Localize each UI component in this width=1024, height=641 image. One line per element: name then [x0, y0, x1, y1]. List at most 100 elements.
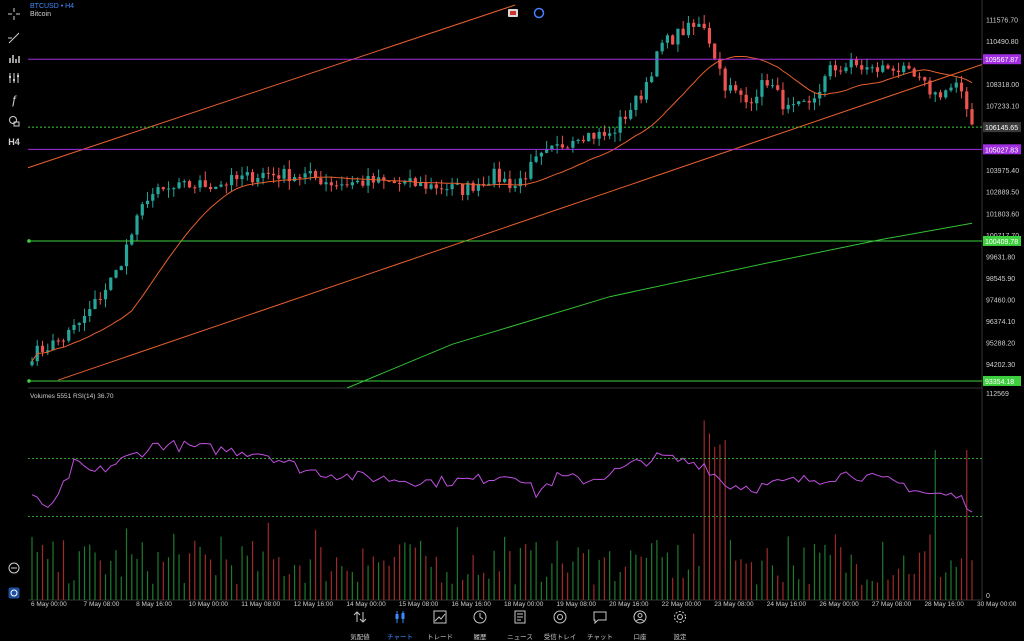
nav-label: 気配値 [350, 634, 370, 641]
nav-item-news[interactable]: ニュース [500, 610, 540, 641]
indicators-icon[interactable] [4, 70, 24, 86]
volume-bar [94, 552, 96, 600]
candle-body [539, 152, 543, 157]
candle-body [623, 116, 628, 119]
volume-bar [83, 546, 86, 600]
candle-body [650, 76, 654, 83]
moving-average-fast [31, 56, 973, 362]
volume-bar [703, 420, 705, 600]
candle-body [959, 82, 964, 92]
bottom-navigation: 気配値 チャート トレード 履歴 ニュース 受信トレイ チャット 口座 設定 [340, 610, 700, 641]
candle-body [298, 177, 302, 179]
inbox-icon [553, 610, 567, 629]
candle-body [466, 182, 470, 195]
volume-bar [551, 563, 553, 600]
time-tick-label: 6 May 00:00 [31, 601, 67, 608]
volume-bar [861, 584, 863, 600]
candle-body [355, 180, 360, 183]
candle-body [198, 180, 202, 188]
candle-body [560, 144, 564, 148]
candle-body [40, 345, 45, 352]
candle-body [833, 65, 838, 71]
volume-bar [89, 544, 91, 600]
candle-body [644, 82, 649, 100]
volume-bar [493, 550, 495, 600]
nav-item-chart[interactable]: チャート [380, 610, 420, 641]
candle-body [392, 181, 396, 184]
volume-bar [152, 583, 154, 600]
volume-bar [477, 575, 479, 600]
channel-upper-trendline [27, 4, 516, 169]
time-tick-label: 30 May 00:00 [977, 601, 1017, 608]
time-tick-label: 14 May 00:00 [346, 601, 386, 608]
volume-bar [498, 571, 500, 600]
candle-body [319, 178, 323, 185]
candle-body [713, 43, 717, 59]
time-tick-label: 28 May 16:00 [924, 601, 964, 608]
trendline-icon[interactable] [4, 30, 24, 46]
price-tick-label: 107233.10 [986, 104, 1019, 111]
zoom-icon[interactable] [4, 560, 24, 576]
volume-bars-icon[interactable] [4, 50, 24, 66]
volume-bar [855, 564, 858, 600]
objects-icon[interactable] [4, 113, 24, 129]
candle-body [812, 98, 817, 103]
timeframe-button[interactable]: H4 [8, 137, 20, 147]
volume-bar [840, 547, 842, 600]
volume-bar [745, 563, 747, 600]
nav-item-chat[interactable]: チャット [580, 610, 620, 641]
volume-bar [698, 566, 700, 600]
candle-body [461, 183, 465, 195]
candle-body [844, 67, 848, 72]
volume-bar [199, 546, 201, 600]
volume-bar [934, 450, 936, 600]
candle-body [828, 65, 832, 77]
volume-bar [819, 552, 821, 600]
candle-body [765, 80, 769, 86]
broker-logo-icon[interactable] [4, 585, 24, 601]
candle-body [361, 180, 365, 186]
volume-bar [756, 584, 758, 600]
candle-body [261, 172, 265, 179]
candle-body [917, 76, 922, 78]
nav-item-trade[interactable]: トレード [420, 610, 460, 641]
crosshair-icon[interactable] [4, 6, 24, 22]
volume-bar [204, 554, 206, 600]
candle-body [518, 178, 522, 187]
candle-body [156, 187, 160, 195]
nav-item-quotes[interactable]: 気配値 [340, 610, 380, 641]
candle-body [875, 67, 880, 72]
price-tick-label: 99631.80 [986, 254, 1015, 261]
nav-item-account[interactable]: 口座 [620, 610, 660, 641]
nav-item-inbox[interactable]: 受信トレイ [540, 610, 580, 641]
candle-body [776, 85, 780, 90]
nav-item-history[interactable]: 履歴 [460, 610, 500, 641]
price-tick-label: 97460.00 [986, 297, 1015, 304]
time-tick-label: 15 May 08:00 [399, 601, 439, 608]
candle-body [613, 132, 617, 134]
nav-item-settings[interactable]: 設定 [660, 610, 700, 641]
candle-body [82, 315, 87, 323]
volume-bar [325, 581, 327, 600]
moving-average-slow [346, 222, 973, 389]
candle-body [692, 22, 696, 27]
volume-bar [73, 580, 75, 600]
volume-bar [120, 576, 122, 600]
time-tick-label: 16 May 16:00 [451, 601, 491, 608]
candle-body [135, 215, 139, 235]
candle-body [938, 92, 943, 98]
volume-bar [314, 529, 317, 600]
volume-bar [593, 584, 595, 600]
volume-bar [409, 544, 411, 600]
volume-bar [383, 560, 385, 600]
volume-bar [462, 579, 464, 600]
function-icon[interactable]: ƒ [10, 93, 18, 107]
volume-bar [682, 577, 684, 600]
candle-body [487, 183, 491, 186]
volume-bar [630, 550, 632, 600]
candle-body [371, 175, 375, 183]
volume-bar [876, 582, 879, 600]
candle-body [865, 67, 869, 70]
chart-canvas[interactable]: 111576.70 110490.80 108318.00 107233.10 1039… [0, 0, 1024, 610]
price-tag-box [983, 54, 1021, 65]
